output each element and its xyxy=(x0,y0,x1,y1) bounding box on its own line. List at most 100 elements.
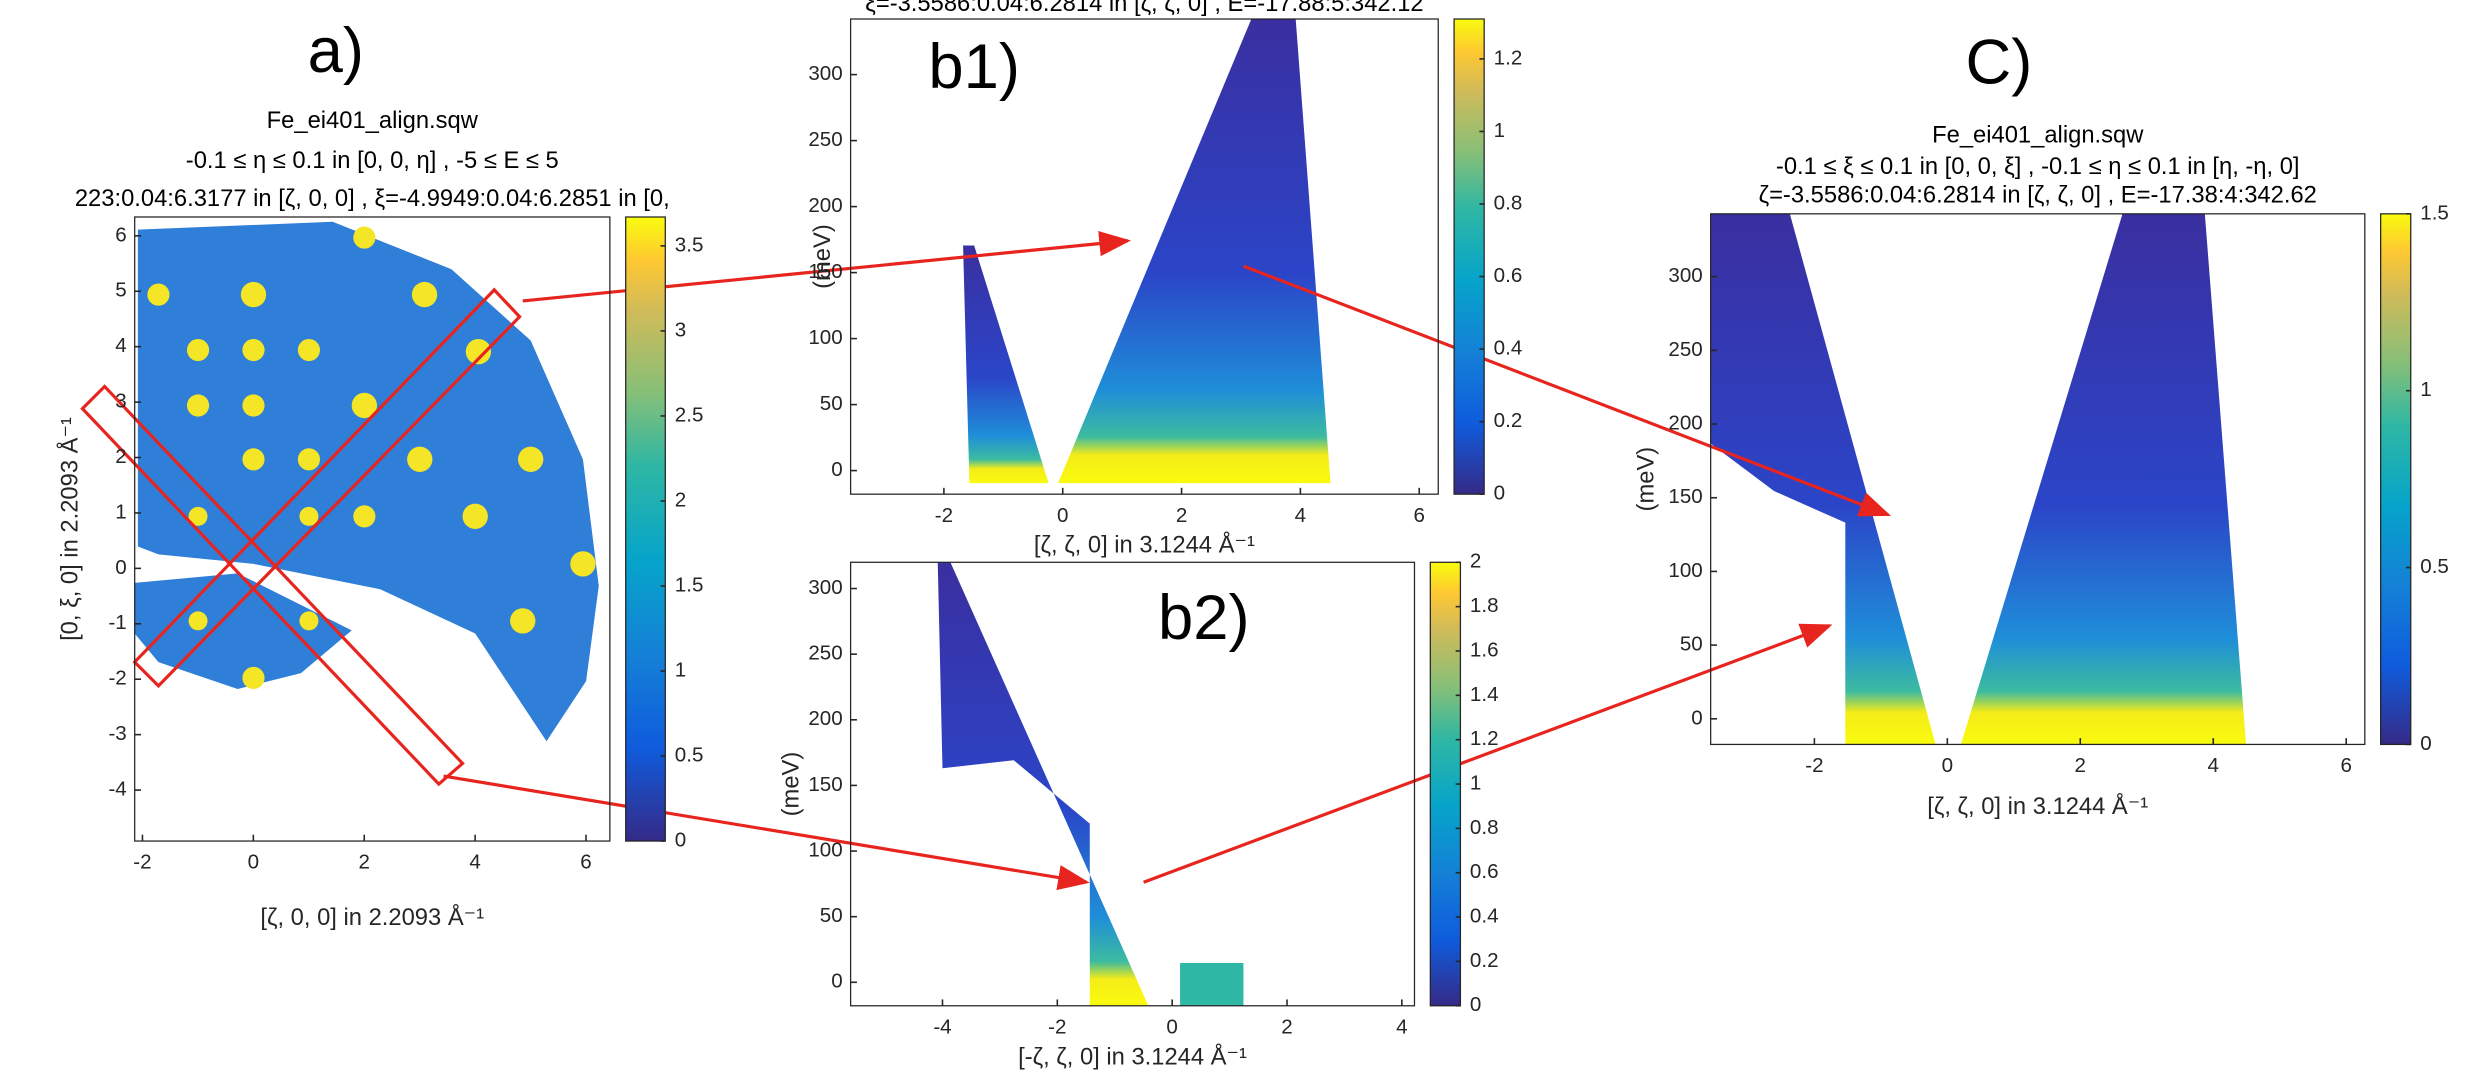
colorbar-tick-label: 2.5 xyxy=(675,403,704,426)
y-tick-label: 1 xyxy=(115,500,126,523)
x-tick-label: 0 xyxy=(248,851,259,874)
x-tick-label: 2 xyxy=(1281,1015,1292,1038)
x-axis-label: [ζ, 0, 0] in 2.2093 Å⁻¹ xyxy=(260,903,484,931)
colorbar xyxy=(1453,18,1485,495)
panel-title: -0.1 ≤ ξ ≤ 0.1 in [0, 0, ξ] , -0.1 ≤ η ≤… xyxy=(1776,153,2300,180)
cut-box xyxy=(132,287,522,689)
y-tick-label: 100 xyxy=(808,838,842,861)
y-axis-label: [0, ξ, 0] in 2.2093 Å⁻¹ xyxy=(56,417,84,641)
panel: b2) -4 -2 0 2 4 0 50 100 150 200 250 300 [-ζ, ζ, 0] i… xyxy=(777,550,1498,1071)
panel-label: C) xyxy=(1966,27,2033,97)
panel-title: ζ=-3.5586:0.04:6.2814 in [ζ, ζ, 0] , E=-… xyxy=(1759,182,2317,209)
y-tick-label: 300 xyxy=(1668,264,1702,287)
x-tick-label: 6 xyxy=(580,851,591,874)
y-tick-label: 300 xyxy=(808,62,842,85)
y-tick-label: -1 xyxy=(108,611,126,634)
panel-label: b2) xyxy=(1158,583,1250,653)
y-tick-label: 150 xyxy=(1668,485,1702,508)
colorbar-tick-label: 1.6 xyxy=(1470,638,1499,661)
map-region xyxy=(937,562,1149,1006)
colorbar-tick-label: 1 xyxy=(2420,378,2431,401)
y-tick-label: 0 xyxy=(115,556,126,579)
bragg-spots xyxy=(147,226,596,689)
panel-label: a) xyxy=(308,16,364,86)
panel-title: -0.1 ≤ η ≤ 0.1 in [0, 0, η] , -5 ≤ E ≤ 5 xyxy=(186,147,559,174)
x-tick-label: 6 xyxy=(2340,754,2351,777)
x-tick-label: 4 xyxy=(1295,504,1306,527)
x-axis-label: [-ζ, ζ, 0] in 3.1244 Å⁻¹ xyxy=(1018,1042,1247,1070)
x-axis-label: [ζ, ζ, 0] in 3.1244 Å⁻¹ xyxy=(1034,531,1255,559)
colorbar-tick-label: 2 xyxy=(675,488,686,511)
colorbar-tick-label: 0.8 xyxy=(1470,816,1499,839)
colorbar-tick-label: 1.4 xyxy=(1470,683,1499,706)
arrow xyxy=(1242,264,1892,517)
arrow xyxy=(443,774,1090,891)
y-tick-label: 250 xyxy=(808,642,842,665)
y-tick-label: 50 xyxy=(820,392,843,415)
panel-title: ξ=-3.5586:0.04:6.2814 in [ζ, ζ, 0] , E=-… xyxy=(865,0,1423,17)
colorbar-tick-label: 0.4 xyxy=(1470,905,1499,928)
colorbar-tick-label: 2 xyxy=(1470,550,1481,573)
map-region xyxy=(963,245,1049,484)
panel-title: 223:0.04:6.3177 in [ζ, 0, 0] , ξ=-4.9949… xyxy=(75,185,670,212)
y-axis-label: (meV) xyxy=(809,224,836,289)
colorbar-tick-label: 0.8 xyxy=(1494,191,1523,214)
y-tick-label: 200 xyxy=(808,194,842,217)
arrow xyxy=(1143,623,1833,884)
colorbar-tick-label: 1.5 xyxy=(675,573,704,596)
colorbar-tick-label: 1 xyxy=(675,658,686,681)
y-tick-label: 100 xyxy=(1668,559,1702,582)
panel-label: b1) xyxy=(928,32,1020,102)
x-tick-label: 2 xyxy=(1176,504,1187,527)
x-tick-label: 4 xyxy=(2208,754,2219,777)
y-tick-label: -2 xyxy=(108,667,126,690)
colorbar-tick-label: 0 xyxy=(1470,993,1481,1016)
annotations xyxy=(80,230,1892,891)
colorbar-tick-label: 0.5 xyxy=(675,743,704,766)
plot-frame xyxy=(849,18,1439,495)
colorbar-tick-label: 0 xyxy=(2420,732,2431,755)
x-tick-label: 2 xyxy=(359,851,370,874)
panel: a) Fe_ei401_align.sqw -0.1 ≤ η ≤ 0.1 in [0… xyxy=(56,16,704,931)
y-tick-label: 0 xyxy=(1691,706,1702,729)
arrow xyxy=(522,230,1131,303)
y-tick-label: 0 xyxy=(831,458,842,481)
colorbar-tick-label: 1 xyxy=(1470,771,1481,794)
y-tick-label: 3 xyxy=(115,390,126,413)
y-axis-label: (meV) xyxy=(777,752,804,817)
y-tick-label: 5 xyxy=(115,279,126,302)
colorbar-tick-label: 0.6 xyxy=(1494,264,1523,287)
colorbar-tick-label: 0.4 xyxy=(1494,337,1523,360)
colorbar-tick-label: 1 xyxy=(1494,119,1505,142)
panel-title: Fe_ei401_align.sqw xyxy=(1932,121,2144,148)
colorbar-tick-label: 1.2 xyxy=(1470,727,1499,750)
panel: b1) ξ=-3.5586:0.04:6.2814 in [ζ, ζ, 0] , … xyxy=(808,0,1522,559)
x-tick-label: 4 xyxy=(1396,1015,1407,1038)
x-tick-label: 0 xyxy=(1942,754,1953,777)
plot-frame xyxy=(849,561,1416,1007)
panel: C) Fe_ei401_align.sqw -0.1 ≤ ξ ≤ 0.1 in [0… xyxy=(1633,27,2449,820)
y-tick-label: 2 xyxy=(115,445,126,468)
y-tick-label: 150 xyxy=(808,260,842,283)
x-tick-label: 0 xyxy=(1057,504,1068,527)
colorbar-tick-label: 3 xyxy=(675,318,686,341)
x-tick-label: 4 xyxy=(469,851,480,874)
x-axis-label: [ζ, ζ, 0] in 3.1244 Å⁻¹ xyxy=(1927,792,2148,820)
y-tick-label: -3 xyxy=(108,722,126,745)
colorbar-tick-label: 0.2 xyxy=(1470,949,1499,972)
y-tick-label: 200 xyxy=(1668,411,1702,434)
colorbar-tick-label: 0 xyxy=(1494,482,1505,505)
y-axis-label: (meV) xyxy=(1633,447,1660,512)
colorbar xyxy=(625,216,666,842)
colorbar xyxy=(2380,213,2412,746)
colorbar-tick-label: 1.2 xyxy=(1494,46,1523,69)
colorbar-tick-label: 0.6 xyxy=(1470,860,1499,883)
cut-box xyxy=(80,384,465,787)
x-tick-label: -2 xyxy=(935,504,953,527)
colorbar-tick-label: 0 xyxy=(675,828,686,851)
plot-frame xyxy=(1710,213,2366,746)
colorbar-tick-label: 1.5 xyxy=(2420,201,2449,224)
y-tick-label: 150 xyxy=(808,773,842,796)
y-tick-label: 4 xyxy=(115,334,126,357)
